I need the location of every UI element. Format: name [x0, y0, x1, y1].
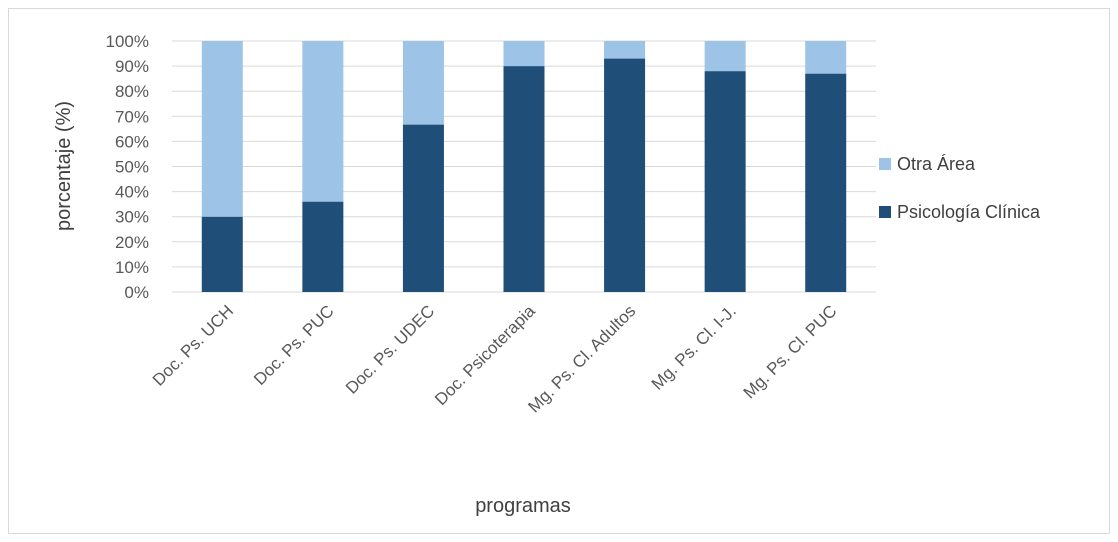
legend-swatch [879, 206, 891, 218]
y-tick-label: 0% [124, 283, 149, 302]
legend: Otra Área Psicología Clínica [879, 154, 1041, 222]
x-tick-label: Mg. Ps. Cl. I-J. [648, 301, 740, 393]
legend-label: Otra Área [897, 154, 976, 174]
x-axis-ticks: Doc. Ps. UCH Doc. Ps. PUC Doc. Ps. UDECDoc… [149, 301, 841, 416]
x-tick-label: Doc. Ps. UDEC [342, 301, 438, 397]
bar-segment-otra-area [402, 41, 444, 125]
chart-frame [8, 8, 1110, 534]
x-tick-label: Mg. Ps. Cl. Adultos [524, 301, 639, 416]
legend-label: Psicología Clínica [897, 202, 1041, 222]
bar-segment-psicologia-clinica [302, 201, 344, 292]
bar-segment-psicologia-clinica [805, 73, 847, 292]
bar-segment-psicologia-clinica [201, 216, 243, 292]
y-axis-ticks: 0% 10% 20% 30% 40% 50% 60% 70% 80% 90% 100% [106, 32, 149, 302]
y-tick-label: 100% [106, 32, 149, 51]
x-tick-label: Mg. Ps. Cl. PUC [740, 301, 841, 402]
bar-segment-psicologia-clinica [503, 66, 545, 292]
x-tick-label: Doc. Ps. UCH [149, 301, 237, 389]
bar-segment-otra-area [503, 41, 545, 67]
x-tick-label: Doc. Psicoterapia [431, 301, 539, 409]
bar-segment-otra-area [805, 41, 847, 74]
y-tick-label: 30% [115, 208, 149, 227]
y-tick-label: 80% [115, 82, 149, 101]
bar-segment-otra-area [302, 41, 344, 202]
y-tick-label: 20% [115, 233, 149, 252]
bar-segment-otra-area [201, 41, 243, 217]
y-tick-label: 50% [115, 158, 149, 177]
bar-segment-psicologia-clinica [402, 124, 444, 292]
x-axis-title: programas [475, 495, 571, 517]
x-tick-label: Doc. Ps. PUC [250, 301, 338, 389]
legend-swatch [879, 158, 891, 170]
y-tick-label: 90% [115, 57, 149, 76]
bar-segment-psicologia-clinica [604, 58, 646, 292]
bars [201, 41, 847, 293]
y-tick-label: 60% [115, 132, 149, 151]
y-axis-title: porcentaje (%) [53, 101, 75, 231]
bar-segment-psicologia-clinica [704, 71, 746, 293]
y-tick-label: 40% [115, 183, 149, 202]
bar-segment-otra-area [604, 41, 646, 59]
y-tick-label: 10% [115, 258, 149, 277]
bar-segment-otra-area [704, 41, 746, 72]
y-tick-label: 70% [115, 107, 149, 126]
